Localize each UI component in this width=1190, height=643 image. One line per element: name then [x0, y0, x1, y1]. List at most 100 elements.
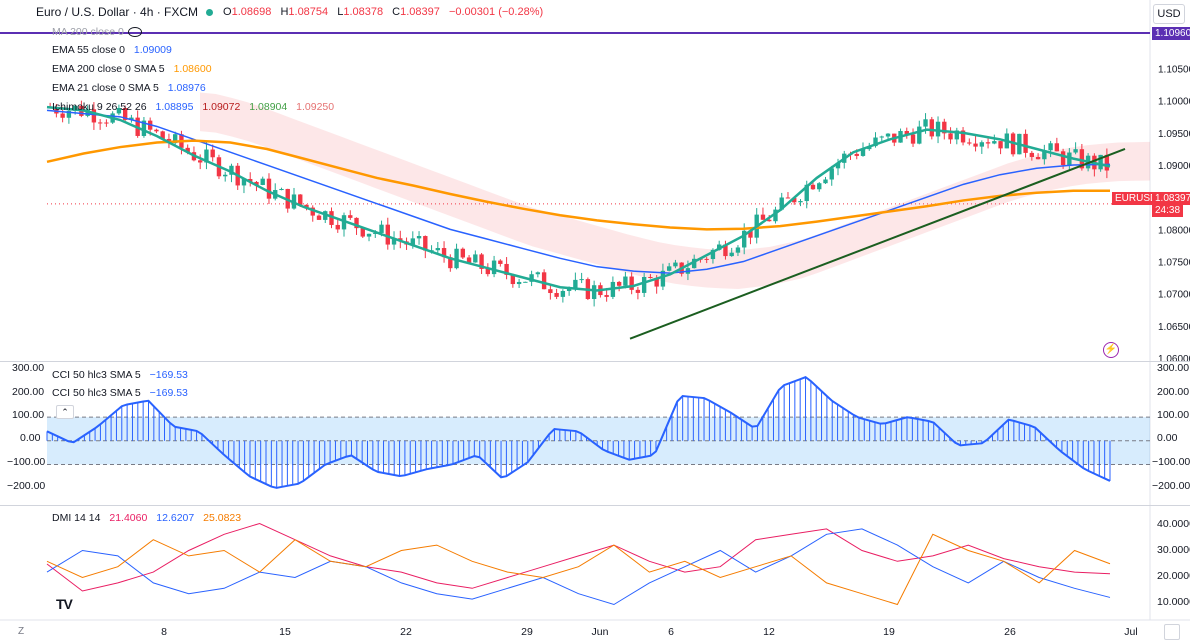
candle-body — [129, 117, 134, 120]
cci-right-tick-neg100: −100.00 — [1152, 456, 1190, 468]
timezone-label[interactable]: Z — [18, 626, 25, 637]
candle-body — [723, 244, 728, 257]
candle-body — [829, 168, 834, 180]
candle-body — [1042, 150, 1047, 160]
cci-left-tick-neg100: −100.00 — [7, 456, 46, 468]
candle-body — [379, 224, 384, 233]
settings-gear-icon[interactable] — [1164, 624, 1180, 640]
candle-body — [298, 194, 303, 205]
ema55-label: EMA 55 close 0 — [52, 44, 125, 56]
dmi-plus-value: 21.4060 — [109, 512, 148, 524]
candle-body — [1035, 156, 1041, 160]
candle-body — [529, 274, 534, 282]
legend-dmi[interactable]: DMI 14 14 21.4060 12.6207 25.0823 — [52, 511, 241, 525]
high-label: H — [280, 6, 289, 18]
candle-body — [316, 215, 322, 220]
candle-body — [798, 201, 803, 203]
low-label: L — [337, 6, 344, 18]
hidden-eye-icon[interactable] — [128, 27, 142, 37]
candle-body — [748, 230, 753, 238]
candle-body — [579, 279, 584, 281]
ema55-value: 1.09009 — [133, 44, 172, 56]
ma200-label: MA 200 close 0 — [52, 26, 124, 38]
candle-body — [729, 252, 734, 257]
price-tick-8: 1.06500 — [1158, 322, 1190, 333]
candle-body — [879, 136, 884, 138]
candle-body — [360, 228, 365, 237]
candle-body — [854, 153, 859, 156]
ichimoku-value-3: 1.08904 — [249, 101, 288, 113]
candle-body — [435, 248, 440, 251]
pane-separator-2[interactable] — [0, 505, 1190, 506]
candle-body — [904, 131, 909, 135]
legend-cci-1[interactable]: CCI 50 hlc3 SMA 5 −169.53 — [52, 368, 188, 382]
symbol-title[interactable]: Euro / U.S. Dollar · 4h · FXCM — [36, 5, 199, 19]
candle-body — [198, 160, 203, 163]
candle-body — [873, 137, 878, 147]
cci-right-tick-0: 0.00 — [1157, 432, 1178, 444]
grid-lines — [0, 0, 1190, 621]
price-tick-0: 1.10500 — [1158, 65, 1190, 76]
candle-body — [648, 277, 653, 279]
candle-body — [792, 197, 797, 203]
trendline — [629, 148, 1126, 340]
candle-body — [604, 295, 609, 297]
legend-ema200[interactable]: EMA 200 close 0 SMA 5 1.08600 — [52, 62, 212, 76]
candle-body — [510, 274, 516, 285]
candle-body — [60, 113, 65, 118]
tradingview-logo[interactable]: TV — [56, 596, 73, 612]
ema200-label: EMA 200 close 0 SMA 5 — [52, 63, 165, 75]
candle-body — [504, 263, 509, 275]
candle-body — [691, 258, 697, 269]
candle-body — [704, 258, 709, 260]
currency-button[interactable]: USD — [1153, 4, 1185, 24]
candle-body — [210, 149, 215, 158]
open-value: 1.08698 — [231, 6, 272, 18]
candle-body — [366, 233, 372, 237]
ichimoku-label: Ichimoku 9 26 52 26 — [52, 101, 147, 113]
candle-body — [535, 272, 541, 275]
candle-body — [767, 219, 772, 222]
ichimoku-cloud — [200, 92, 1150, 289]
candle-body — [804, 184, 809, 202]
pane-separator-1[interactable] — [0, 361, 1190, 362]
candle-body — [266, 178, 272, 199]
candle-body — [172, 134, 178, 144]
candle-body — [254, 181, 259, 185]
collapse-chevron-icon[interactable]: ⌃ — [56, 405, 74, 419]
dmi-label: DMI 14 14 — [52, 512, 101, 524]
low-value: 1.08378 — [343, 6, 384, 18]
candle-body — [116, 108, 122, 114]
date-tick-22: 22 — [400, 626, 412, 638]
price-tick-6: 1.07500 — [1158, 258, 1190, 269]
candle-body — [817, 183, 822, 190]
legend-cci-2[interactable]: CCI 50 hlc3 SMA 5 −169.53 — [52, 386, 188, 400]
symbol-header: Euro / U.S. Dollar · 4h · FXCM O1.08698 … — [36, 5, 549, 19]
candle-body — [310, 207, 315, 216]
candle-body — [910, 134, 916, 144]
candle-body — [929, 119, 934, 137]
candle-body — [391, 238, 397, 245]
lightning-icon[interactable]: ⚡ — [1103, 342, 1119, 358]
legend-ma200[interactable]: MA 200 close 0 — [52, 25, 124, 39]
candle-body — [385, 224, 390, 245]
legend-ema55[interactable]: EMA 55 close 0 1.09009 — [52, 43, 172, 57]
candle-body — [66, 110, 72, 118]
cci-value-2: −169.53 — [149, 387, 188, 399]
price-tick-7: 1.07000 — [1158, 290, 1190, 301]
dmi-tick-20: 20.0000 — [1157, 570, 1190, 582]
dmi-tick-40: 40.0000 — [1157, 518, 1190, 530]
cci-label-2: CCI 50 hlc3 SMA 5 — [52, 387, 141, 399]
legend-ema21[interactable]: EMA 21 close 0 SMA 5 1.08976 — [52, 81, 206, 95]
legend-ichimoku[interactable]: Ichimoku 9 26 52 26 1.08895 1.09072 1.08… — [52, 100, 334, 114]
candle-body — [348, 215, 353, 218]
candle-body — [354, 217, 359, 229]
candle-body — [548, 289, 553, 294]
symbol-price-tag: EURUSD — [1112, 192, 1161, 205]
candle-body — [835, 162, 841, 169]
cci-left-tick-neg200: −200.00 — [7, 480, 46, 492]
candle-body — [154, 129, 159, 132]
candle-body — [260, 178, 265, 185]
date-tick-8: 8 — [161, 626, 167, 638]
